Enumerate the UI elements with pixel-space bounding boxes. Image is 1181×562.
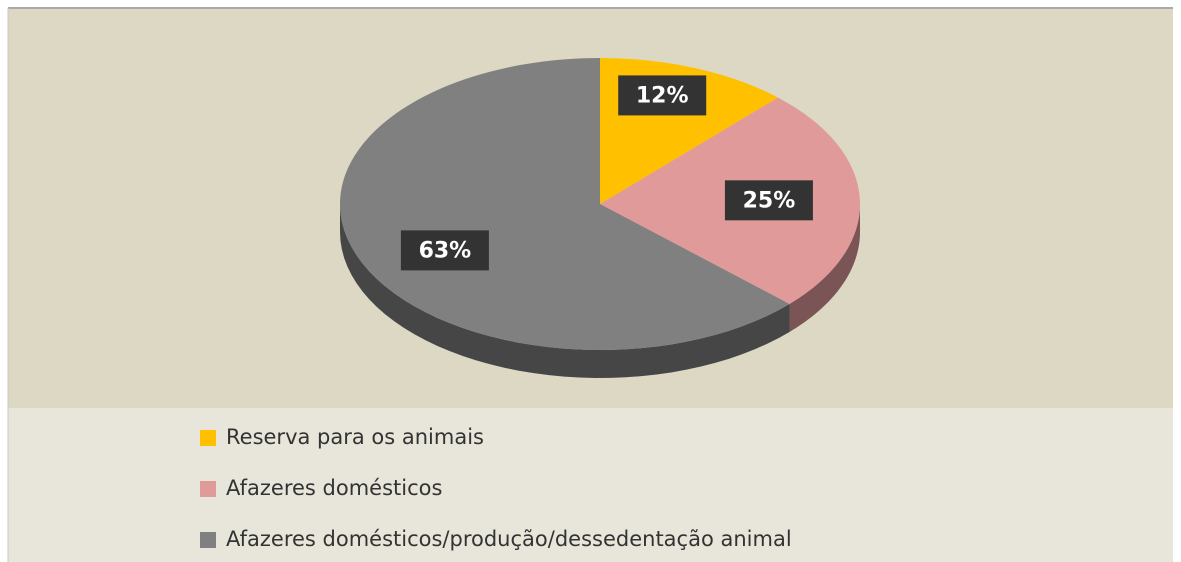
legend-swatch — [200, 532, 216, 548]
slice-side — [340, 204, 790, 378]
slice — [340, 57, 790, 350]
data-label-box — [618, 75, 707, 116]
legend-swatch — [200, 481, 216, 497]
legend-label: Reserva para os animais — [226, 425, 484, 449]
legend-label: Afazeres domésticos — [226, 476, 442, 500]
data-label-box — [400, 230, 489, 271]
data-label: 63% — [419, 238, 472, 263]
data-label-box — [724, 180, 813, 221]
legend-swatch — [200, 430, 216, 446]
data-label: 25% — [743, 188, 796, 213]
legend-label: Afazeres domésticos/produção/dessedentaç… — [226, 527, 792, 551]
slice-side — [789, 204, 860, 332]
data-label: 12% — [636, 83, 689, 108]
